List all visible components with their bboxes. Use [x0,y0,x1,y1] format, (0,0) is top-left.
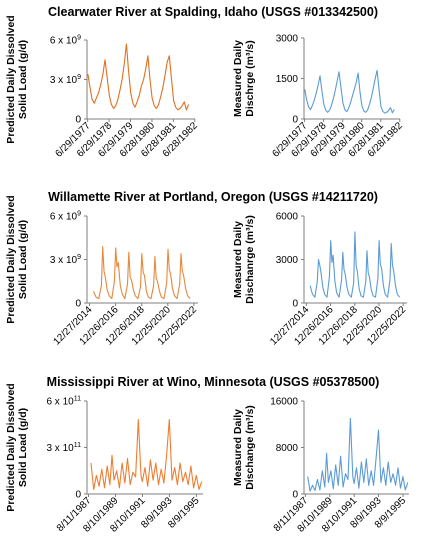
series-line [92,245,191,300]
series-line [90,419,203,490]
y-tick-exponent: 9 [77,211,81,218]
y-tick-exponent: 9 [77,254,81,261]
y-axis-label: Predicted Daily DissolvedSolid Load (g/d… [5,383,29,511]
y-tick-label: 3000 [276,255,299,266]
y-tick-label: 0 [292,299,298,310]
y-axis-label-line: Solid Load (g/d) [17,220,29,299]
y-tick-label: 3 x 109 [50,254,81,266]
chart-panel-1: Predicted Daily DissolvedSolid Load (g/d… [5,15,200,159]
y-axis-label-line: Solid Load (g/d) [17,408,29,487]
y-axis-label-line: Dischrge (m³/s) [244,40,256,116]
y-tick-exponent: 11 [74,396,81,403]
y-axis-label-line: Solid Load (g/d) [17,40,29,119]
series-line [87,43,190,111]
y-tick-label: 3 x 109 [50,74,81,86]
chart-panel-3: Predicted Daily DissolvedSolid Load (g/d… [5,195,199,347]
y-tick-label: 0 [292,115,298,126]
series-line [307,417,409,492]
chart-panel-2: Measured DailyDischrge (m³/s)0150030006/… [232,34,405,160]
y-tick-label: 1500 [276,74,299,85]
row-title-mississippi: Mississippi River at Wino, Minnesota (US… [47,375,380,389]
row-title-clearwater: Clearwater River at Spalding, Idaho (USG… [48,5,378,19]
y-axis-label-line: Predicted Daily Dissolved [5,383,17,511]
row-title-willamette: Willamette River at Portland, Oregon (US… [48,190,378,204]
y-tick-label: 6 x 1011 [46,396,81,408]
y-tick-label: 0 [75,490,81,501]
chart-panels: Predicted Daily DissolvedSolid Load (g/d… [5,15,409,535]
y-tick-label: 3000 [276,34,299,45]
chart-panel-6: Measured DailyDischange (m³/s) 0 8000 16000… [232,397,409,535]
chart-panel-4: Measured DailyDischanrge (m³/s) 0 3000 6000… [232,212,409,348]
y-tick-exponent: 9 [77,35,81,42]
y-tick-label: 6 x 109 [50,35,81,47]
chart-panel-5: Predicted Daily DissolvedSolid Load (g/d… [5,383,203,535]
y-axis-label-line: Measured Daily [232,221,244,298]
y-axis-label-line: Dischanrge (m³/s) [244,215,256,304]
series-line [309,231,401,298]
y-axis-label: Predicted Daily DissolvedSolid Load (g/d… [5,195,29,323]
y-tick-label: 6000 [276,212,299,223]
y-axis-label-line: Predicted Daily Dissolved [5,195,17,323]
y-axis-label: Measured DailyDischange (m³/s) [232,405,256,490]
y-axis-label: Measured DailyDischrge (m³/s) [232,40,256,117]
y-tick-exponent: 9 [77,74,81,81]
y-axis-label-line: Predicted Daily Dissolved [5,15,17,143]
y-axis-label-line: Measured Daily [232,40,244,117]
y-tick-label: 3 x 1011 [46,442,81,454]
series-line [304,69,395,114]
y-tick-label: 0 [292,490,298,501]
y-tick-label: 8000 [276,443,299,454]
y-axis-label-line: Dischange (m³/s) [244,405,256,490]
y-axis-label: Predicted Daily DissolvedSolid Load (g/d… [5,15,29,143]
y-tick-label: 0 [75,115,81,126]
y-tick-label: 6 x 109 [50,211,81,223]
y-tick-label: 16000 [270,397,298,408]
y-tick-exponent: 11 [74,442,81,449]
y-axis-label: Measured DailyDischanrge (m³/s) [232,215,256,304]
y-axis-label-line: Measured Daily [232,409,244,486]
y-tick-label: 0 [75,299,81,310]
